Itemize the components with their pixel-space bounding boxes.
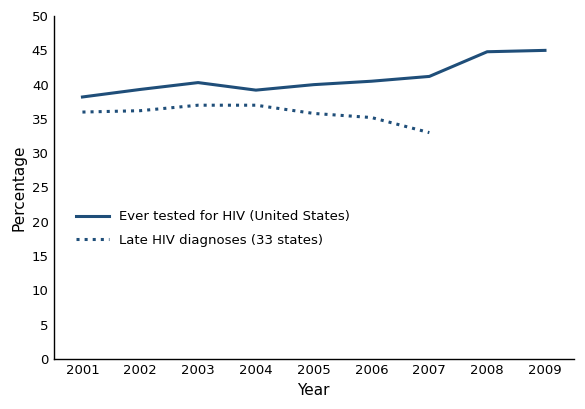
X-axis label: Year: Year [297,383,330,398]
Y-axis label: Percentage: Percentage [11,144,26,231]
Legend: Ever tested for HIV (United States), Late HIV diagnoses (33 states): Ever tested for HIV (United States), Lat… [71,205,356,252]
